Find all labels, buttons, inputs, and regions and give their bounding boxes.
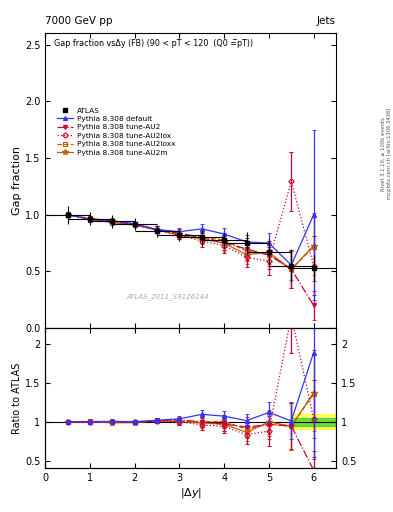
Bar xyxy=(291,418,336,425)
Y-axis label: Ratio to ATLAS: Ratio to ATLAS xyxy=(12,362,22,434)
Text: 7000 GeV pp: 7000 GeV pp xyxy=(45,15,113,26)
Text: mcplots.cern.ch [arXiv:1306.3436]: mcplots.cern.ch [arXiv:1306.3436] xyxy=(387,108,391,199)
X-axis label: $|\Delta y|$: $|\Delta y|$ xyxy=(180,486,202,500)
Y-axis label: Gap fraction: Gap fraction xyxy=(12,146,22,215)
Legend: ATLAS, Pythia 8.308 default, Pythia 8.308 tune-AU2, Pythia 8.308 tune-AU2lox, Py: ATLAS, Pythia 8.308 default, Pythia 8.30… xyxy=(55,105,178,158)
Text: ATLAS_2011_S9126244: ATLAS_2011_S9126244 xyxy=(126,293,209,301)
Text: Rivet 3.1.10, ≥ 100k events: Rivet 3.1.10, ≥ 100k events xyxy=(381,117,386,190)
Bar xyxy=(291,414,336,430)
Text: Gap fraction vsΔy (FB) (90 < pT < 120  (Q0 =̅pT)): Gap fraction vsΔy (FB) (90 < pT < 120 (Q… xyxy=(54,39,253,48)
Text: Jets: Jets xyxy=(317,15,336,26)
